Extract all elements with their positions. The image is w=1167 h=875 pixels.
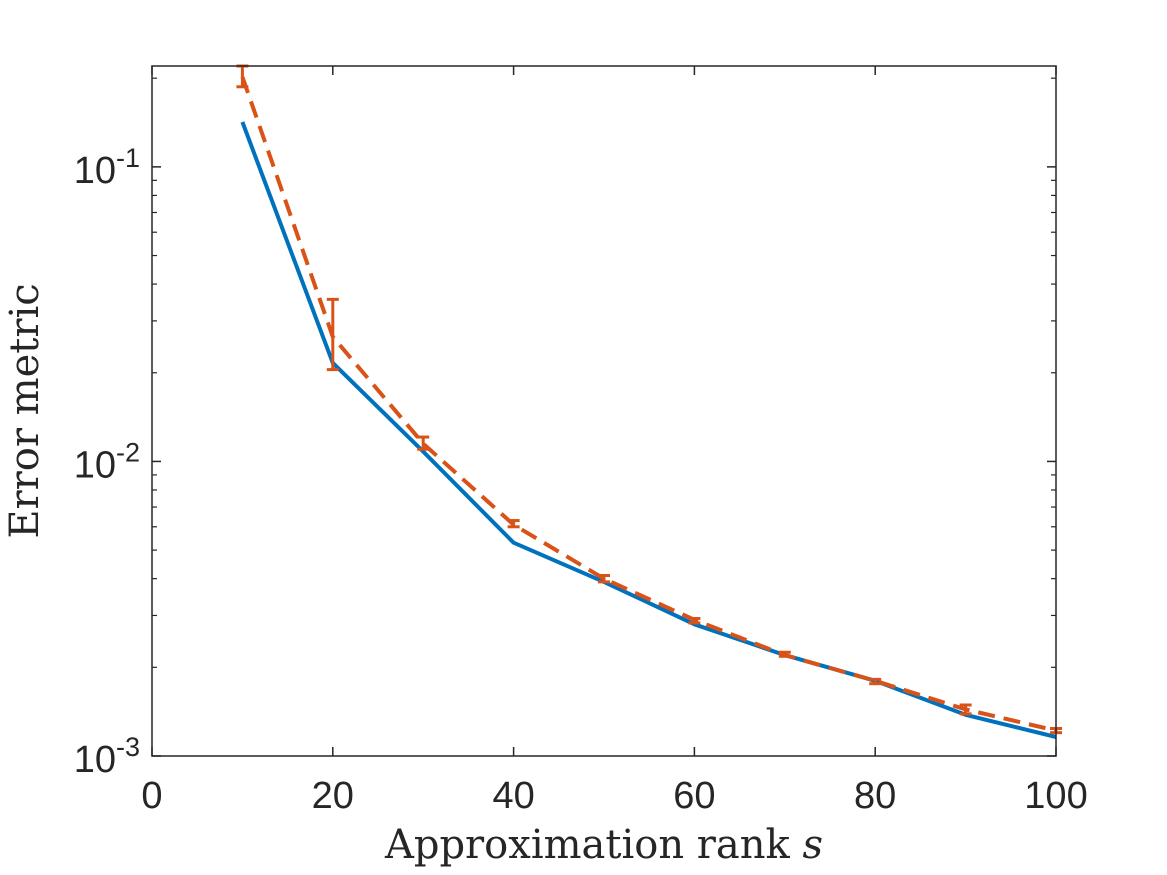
- y-axis-title: Error metric: [2, 283, 48, 538]
- plot-area: [152, 66, 1056, 756]
- x-axis-title: Approximation rank s: [384, 822, 823, 868]
- x-tick-label-2: 40: [492, 775, 534, 817]
- error-bar-4: [598, 573, 610, 584]
- x-tick-label-0: 0: [141, 775, 162, 817]
- x-axis-title-text: Approximation rank: [384, 822, 791, 868]
- error-bar-6: [778, 650, 791, 658]
- error-bar-2: [417, 435, 430, 451]
- y-tick-labels: 10-3 10-2 10-1: [74, 143, 140, 781]
- x-axis-symbol: s: [803, 822, 824, 868]
- errorbar-layer: [236, 64, 1062, 735]
- series-layer: [240, 76, 1057, 739]
- x-tick-label-4: 80: [854, 775, 896, 817]
- series-line-1: [240, 76, 1057, 733]
- x-tick-labels: 0 20 40 60 80 100: [141, 775, 1087, 817]
- error-bar-5: [688, 616, 701, 625]
- error-bar-8: [959, 703, 972, 716]
- y-tick-label-0: 10-3: [74, 732, 140, 781]
- series-line-0: [240, 121, 1057, 739]
- y-tick-label-1: 10-2: [74, 437, 140, 486]
- x-tick-label-5: 100: [1024, 775, 1087, 817]
- error-bar-3: [507, 519, 520, 529]
- plot-frame: [151, 65, 1057, 757]
- error-bar-1: [326, 297, 339, 372]
- x-tick-label-3: 60: [673, 775, 715, 817]
- error-bar-7: [869, 677, 882, 686]
- y-tick-label-2: 10-1: [74, 143, 140, 192]
- x-tick-label-1: 20: [312, 775, 354, 817]
